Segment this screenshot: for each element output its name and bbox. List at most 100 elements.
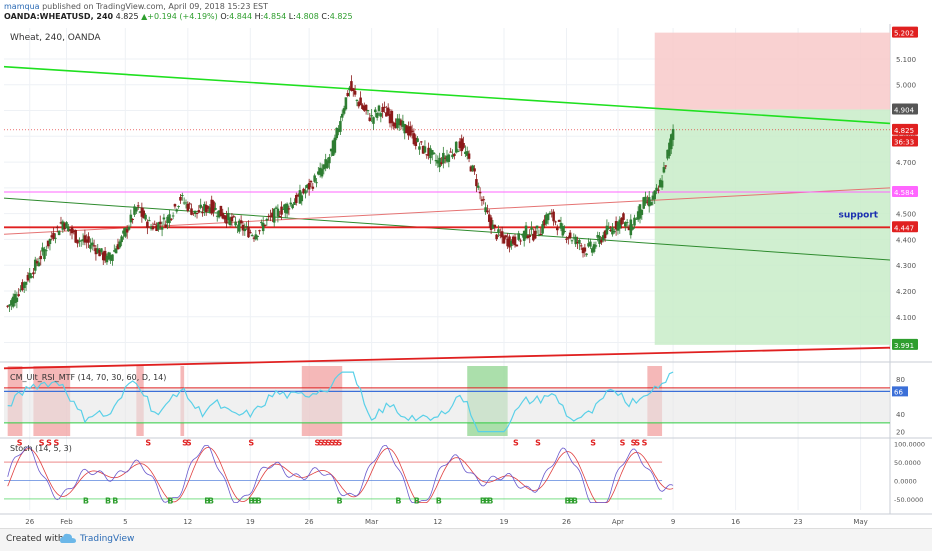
candle: [649, 202, 653, 206]
candle: [291, 204, 294, 209]
candle: [458, 141, 462, 149]
candle: [381, 107, 384, 113]
candle: [570, 240, 574, 242]
candle: [361, 104, 364, 109]
time-tick-label: 9: [671, 518, 675, 526]
candle: [427, 147, 430, 156]
candle: [517, 233, 520, 240]
candle: [67, 226, 70, 232]
candle: [175, 209, 179, 212]
candle: [537, 234, 541, 236]
candle: [579, 245, 583, 247]
candle: [372, 117, 375, 124]
candle: [129, 214, 133, 223]
open-label: O:: [220, 12, 230, 21]
candle: [565, 238, 568, 240]
candle: [581, 247, 585, 254]
candle: [583, 247, 587, 252]
candle: [532, 233, 535, 241]
candle: [105, 255, 109, 263]
candle: [476, 185, 480, 188]
candle: [208, 207, 212, 213]
trendlines: support: [3, 65, 891, 370]
candle: [370, 115, 373, 117]
candle: [280, 206, 283, 215]
candle: [193, 210, 197, 215]
candle: [140, 207, 144, 217]
candle: [362, 105, 366, 111]
price-badge: [892, 123, 918, 135]
rsi-pane: [4, 371, 890, 433]
sell-signal-mark: S: [631, 439, 637, 448]
candle: [541, 224, 544, 234]
candle: [508, 236, 511, 248]
rsi-badge: [892, 386, 908, 397]
buy-signal-mark: B: [572, 496, 578, 505]
time-tick-label: 16: [731, 518, 740, 526]
candle: [344, 97, 348, 110]
candle: [603, 230, 607, 239]
candle: [164, 224, 168, 228]
author-link[interactable]: mamqua: [4, 2, 40, 11]
candle: [261, 222, 265, 232]
candle: [146, 221, 149, 228]
candle: [78, 240, 81, 242]
candle: [309, 181, 313, 183]
candle: [651, 195, 655, 200]
candle: [182, 202, 186, 204]
candle: [318, 167, 322, 175]
tradingview-brand-link[interactable]: TradingView: [80, 534, 135, 544]
candle: [339, 121, 342, 132]
buy-signal-mark: B: [248, 496, 254, 505]
candle: [548, 212, 552, 215]
candles: [6, 75, 675, 313]
buy-signal-mark: B: [204, 496, 210, 505]
sell-signal-mark: S: [535, 439, 541, 448]
candle: [454, 141, 458, 153]
sell-signal-mark: S: [46, 439, 52, 448]
candle: [592, 244, 596, 252]
candle: [177, 206, 180, 208]
candle: [11, 296, 15, 307]
stoch-k-line: [7, 445, 674, 503]
candle: [168, 214, 171, 224]
candle: [497, 229, 500, 233]
candle: [416, 138, 419, 142]
time-tick-label: 26: [305, 518, 314, 526]
candle: [486, 210, 489, 213]
candle: [181, 195, 184, 197]
sell-signal-mark: S: [513, 439, 519, 448]
buy-signal-mark: B: [252, 496, 258, 505]
candle: [447, 154, 451, 162]
candle: [609, 229, 612, 231]
rsi-tick-label: 40: [896, 411, 905, 419]
candle: [449, 151, 452, 153]
candle: [666, 149, 669, 159]
candle: [282, 208, 285, 210]
candle: [44, 250, 48, 252]
candle: [598, 235, 601, 244]
candle: [234, 221, 237, 226]
candle: [601, 235, 605, 241]
buy-signal-mark: B: [568, 496, 574, 505]
candle: [568, 232, 572, 238]
candle: [374, 109, 377, 113]
candle: [65, 222, 68, 229]
candle: [425, 154, 429, 156]
buy-signal-mark: B: [208, 496, 214, 505]
price-badge-label: 36:33: [894, 138, 914, 146]
candle: [506, 238, 509, 247]
candle: [245, 226, 248, 228]
candle: [81, 239, 85, 241]
candle: [576, 242, 579, 244]
candle: [61, 221, 65, 230]
candle: [436, 160, 440, 164]
candle: [210, 199, 214, 214]
candle: [353, 90, 357, 95]
candle: [133, 206, 136, 215]
rsi-tick-label: 80: [896, 376, 905, 384]
candle: [640, 209, 644, 215]
candle: [63, 223, 66, 230]
candle: [605, 225, 609, 235]
buy-signal-mark: B: [256, 496, 262, 505]
